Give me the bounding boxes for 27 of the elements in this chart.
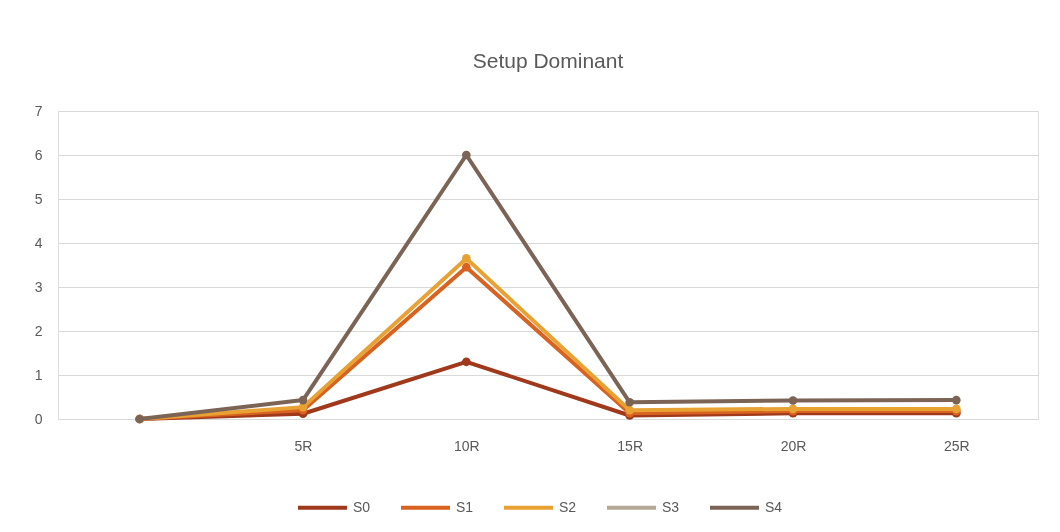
y-tick-label: 2 — [34, 322, 43, 339]
x-tick-label: 25R — [943, 437, 970, 454]
y-tick-label: 1 — [34, 366, 43, 383]
legend-label: S3 — [662, 498, 680, 515]
y-tick-label: 7 — [34, 102, 43, 119]
legend-label: S4 — [765, 498, 783, 515]
y-tick-label: 6 — [34, 146, 43, 163]
point — [625, 397, 634, 407]
y-tick-label: 0 — [34, 410, 43, 427]
y-tick-label: 3 — [34, 278, 43, 295]
y-tick-label: 4 — [34, 234, 43, 251]
point — [462, 357, 471, 367]
chart-title: Setup Dominant — [472, 49, 624, 72]
point — [788, 396, 798, 405]
x-tick-label: 20R — [780, 437, 807, 454]
point — [462, 150, 471, 160]
legend-label: S0 — [353, 498, 371, 515]
x-tick-label: 5R — [294, 437, 313, 454]
point — [462, 254, 471, 263]
point — [952, 395, 961, 405]
x-tick-label: 15R — [617, 437, 644, 454]
legend-label: S1 — [456, 498, 474, 515]
point — [462, 262, 471, 272]
y-tick-label: 5 — [34, 190, 43, 207]
point — [298, 395, 308, 405]
x-tick-label: 10R — [453, 437, 480, 454]
legend-label: S2 — [559, 498, 577, 515]
